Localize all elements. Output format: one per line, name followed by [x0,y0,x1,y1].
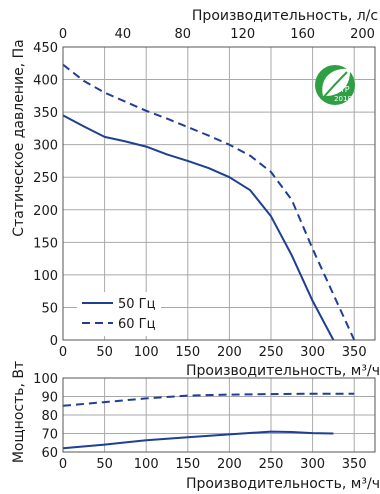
top-axis-label: Производительность, л/с [192,8,378,24]
pressure-x-tick-label: 100 [134,345,159,360]
legend: 50 Гц 60 Гц [77,292,161,336]
top-x-tick-label: 160 [290,27,315,42]
pressure-y-tick-label: 0 [50,334,58,349]
pressure-x-axis-label: Производительность, м³/ч [186,363,380,379]
pressure-y-tick-label: 150 [33,236,58,251]
pressure-plot-frame [62,46,376,341]
pressure-y-tick-label: 100 [33,269,58,284]
power-y-tick-label: 80 [41,409,58,424]
power-tick-labels: 0 50 100 150 200 250 300 350 60 70 80 90 100 [33,372,366,472]
pressure-y-tick-label: 450 [33,41,58,56]
erp-badge-year: 2018 [334,95,352,103]
pressure-y-axis-label: Статическое давление, Па [11,39,27,236]
legend-label-60hz: 60 Гц [118,317,156,332]
pressure-x-tick-label: 0 [59,345,67,360]
power-grid [62,377,375,453]
power-y-tick-label: 70 [41,428,58,443]
pressure-x-tick-label: 350 [342,345,367,360]
power-y-tick-label: 90 [41,391,58,406]
top-x-tick-label: 40 [115,27,132,42]
power-y-axis-label: Мощность, Вт [11,361,27,463]
pressure-tick-labels: 0 50 100 150 200 250 300 350 0 50 100 150 200 250 300 3… [33,27,375,360]
pressure-y-tick-label: 300 [33,139,58,154]
top-x-tick-label: 0 [59,27,67,42]
top-x-tick-label: 120 [230,27,255,42]
power-x-tick-label: 50 [96,457,113,472]
power-plot-frame [62,377,376,453]
top-x-tick-label: 80 [175,27,192,42]
power-x-tick-label: 100 [134,457,159,472]
power-series-line-50hz [62,430,334,450]
pressure-series [62,63,356,341]
power-x-axis-label: Производительность, м³/ч [186,476,380,492]
power-series [62,392,355,450]
pressure-x-tick-label: 150 [175,345,200,360]
power-series-line-60hz [62,392,355,407]
power-y-tick-label: 100 [33,372,58,387]
pressure-x-tick-label: 50 [96,345,113,360]
pressure-series-line-50hz [62,114,335,341]
pressure-x-tick-label: 250 [259,345,284,360]
pressure-y-tick-label: 400 [33,74,58,89]
pressure-y-tick-label: 350 [33,106,58,121]
power-x-tick-label: 150 [175,457,200,472]
power-x-tick-label: 250 [259,457,284,472]
pressure-y-tick-label: 200 [33,204,58,219]
power-y-tick-label: 60 [41,446,58,461]
power-x-tick-label: 0 [59,457,67,472]
pressure-x-tick-label: 200 [217,345,242,360]
pressure-y-tick-label: 250 [33,171,58,186]
pressure-y-tick-label: 50 [41,301,58,316]
erp-leaf-icon: ErP 2018 [315,65,355,105]
legend-label-50hz: 50 Гц [118,297,156,312]
top-x-tick-label: 200 [350,27,375,42]
power-x-tick-label: 300 [300,457,325,472]
legend-box [77,292,161,336]
power-x-tick-label: 350 [342,457,367,472]
erp-badge-text: ErP [336,85,349,94]
pressure-series-line-60hz [62,63,356,341]
power-x-tick-label: 200 [217,457,242,472]
pressure-x-tick-label: 300 [300,345,325,360]
